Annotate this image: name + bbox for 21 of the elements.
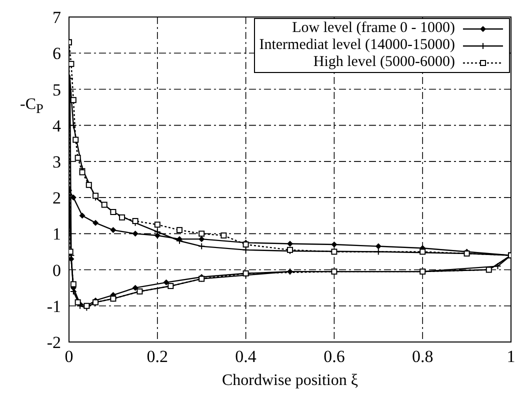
legend-label: Intermediat level (14000-15000)	[259, 37, 455, 54]
y-tick-label: 0	[52, 260, 61, 280]
y-tick-label: 1	[52, 224, 61, 244]
y-tick-label: 2	[52, 188, 61, 208]
x-tick-label: 0.4	[235, 347, 257, 366]
y-tick-label: 7	[52, 8, 62, 28]
y-axis-title: -C$_{P}$	[20, 96, 44, 118]
y-tick-label: 3	[52, 152, 61, 172]
x-tick-label: 1	[506, 347, 516, 366]
y-tick-label: 4	[52, 116, 62, 136]
x-tick-label: 0.2	[146, 347, 168, 366]
y-tick-label: -2	[46, 333, 61, 352]
y-tick-label: 5	[52, 80, 61, 100]
x-tick-label: 0.6	[324, 347, 345, 366]
legend-label: Low level (frame 0 - 1000)	[292, 20, 455, 37]
y-tick-label: -1	[46, 296, 61, 316]
x-axis-title: Chordwise position ξ	[220, 372, 360, 390]
x-tick-label: 0	[64, 347, 74, 366]
y-tick-label: 6	[52, 44, 61, 64]
x-tick-label: 0.8	[412, 347, 434, 366]
legend-label: High level (5000-6000)	[313, 54, 455, 71]
